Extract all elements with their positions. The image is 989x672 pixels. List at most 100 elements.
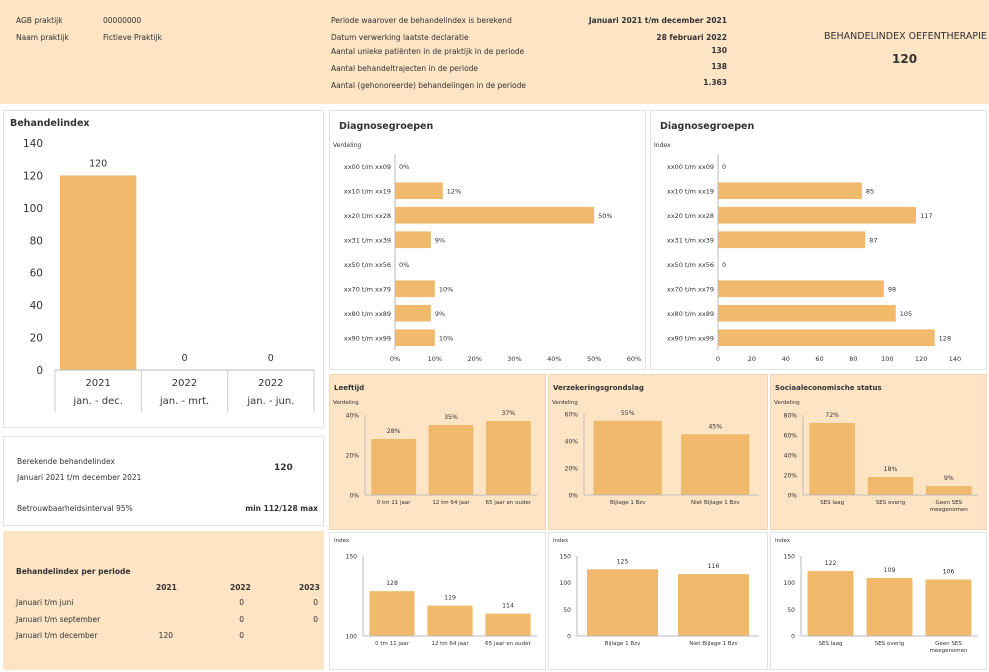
y-tick-label: xx10 t/m xx19 xyxy=(667,187,714,195)
bar xyxy=(395,304,431,322)
data-label: 106 xyxy=(943,568,955,575)
x-tick-label: meegenomen xyxy=(930,507,969,513)
y-tick-label: 0 xyxy=(567,634,571,641)
y-tick-label: xx90 t/m xx99 xyxy=(344,334,391,342)
diag-verdeling-title: Diagnosegroepen xyxy=(339,121,434,132)
y-tick-label: 140 xyxy=(23,138,43,150)
y-tick-label: xx50 t/m xx56 xyxy=(667,261,714,269)
year-2021: 2021 xyxy=(156,583,177,592)
y-tick-label: 50 xyxy=(787,607,795,614)
interval-value: min 112/128 max xyxy=(245,504,318,513)
y-tick-label: 0 xyxy=(36,365,43,377)
verzekering-title: Verzekeringsgrondslag xyxy=(553,384,644,392)
x-tick-label: Bijlage 1 Bzv xyxy=(610,500,646,506)
info-label-trajecten: Aantal behandeltrajecten in de periode xyxy=(331,64,479,73)
data-label: 117 xyxy=(920,212,932,220)
x-tick-label: 0% xyxy=(390,355,400,363)
data-label: 10% xyxy=(439,285,453,293)
leeftijd-subtitle: Verdeling xyxy=(333,400,359,406)
info-label-periode: Periode waarover de behandelindex is ber… xyxy=(331,16,512,25)
x-tick-label: Geen SES xyxy=(935,641,962,647)
y-tick-label: 100 xyxy=(23,203,43,215)
row-value-2022: 0 xyxy=(239,631,244,640)
row-label: Januari t/m september xyxy=(16,615,101,624)
x-tick-label: SES overig xyxy=(876,500,906,506)
y-tick-label: xx90 t/m xx99 xyxy=(667,334,714,342)
berekende-label: Berekende behandelindex xyxy=(17,457,115,466)
index-value: 120 xyxy=(892,52,918,66)
diag-verdeling-panel: Diagnosegroepen Verdeling xyxy=(329,110,646,370)
data-label: 120 xyxy=(89,158,107,169)
diag-index-title: Diagnosegroepen xyxy=(660,121,755,132)
y-tick-label: 60% xyxy=(565,412,579,419)
year-2023: 2023 xyxy=(299,583,320,592)
behandelindex-title: Behandelindex xyxy=(10,118,90,129)
x-tick-label: 20 xyxy=(748,355,756,363)
data-label: 116 xyxy=(708,563,720,570)
row-value-2023: 0 xyxy=(313,615,318,624)
bar xyxy=(593,420,662,495)
leeftijd-index-subtitle: Index xyxy=(334,538,350,544)
data-label: 119 xyxy=(444,595,456,602)
x-tick-label: 120 xyxy=(915,355,927,363)
ses-panel: Sociaaleconomische status Verdeling xyxy=(770,374,987,530)
y-tick-label: 20% xyxy=(784,473,798,480)
y-tick-label: 60 xyxy=(30,268,43,280)
bar xyxy=(809,423,855,495)
y-tick-label: xx00 t/m xx09 xyxy=(667,163,714,171)
x-tick-label: 40% xyxy=(547,355,561,363)
info-label-patienten: Aantal unieke patiënten in de praktijk i… xyxy=(331,47,525,56)
agb-label: AGB praktijk xyxy=(16,16,63,25)
x-tick-label: 50% xyxy=(587,355,601,363)
data-label: 98 xyxy=(888,285,896,293)
y-tick-label: xx80 t/m xx89 xyxy=(667,310,714,318)
bar xyxy=(371,439,417,495)
berekende-periode: Januari 2021 t/m december 2021 xyxy=(17,473,142,482)
berekende-value: 120 xyxy=(274,463,293,473)
per-periode-title: Behandelindex per periode xyxy=(16,567,131,576)
ses-subtitle: Verdeling xyxy=(774,400,800,406)
y-tick-label: xx10 t/m xx19 xyxy=(344,187,391,195)
x-tick-label: Niet Bijlage 1 Bzv xyxy=(691,500,740,506)
y-tick-label: xx31 t/m xx39 xyxy=(667,236,714,244)
behandelindex-panel: Behandelindex xyxy=(3,110,324,428)
y-tick-label: 20% xyxy=(565,466,579,473)
y-tick-label: 20% xyxy=(346,453,360,460)
data-label: 0 xyxy=(722,261,726,269)
x-tick-sublabel: jan. - jun. xyxy=(246,396,294,407)
ses-verdeling-chart: 0% 20% 40% 60% 80% 72% SES laag 18% SES overig 9%… xyxy=(784,412,978,513)
verzekering-verdeling-chart: 0% 20% 40% 60% 55% Bijlage 1 Bzv 45% Niet Bijla… xyxy=(565,410,759,506)
ses-index-subtitle: Index xyxy=(775,538,791,544)
bar xyxy=(427,605,473,636)
data-label: 0 xyxy=(268,353,274,364)
bar xyxy=(866,577,913,636)
x-tick-label: Bijlage 1 Bzv xyxy=(605,641,641,647)
bar xyxy=(681,434,750,495)
y-tick-label: 40 xyxy=(30,300,43,312)
per-periode-panel: Behandelindex per periode 2021 2022 2023… xyxy=(3,531,324,670)
ses-index-chart: 0 50 100 150 122 SES laag 109 SES overig 106 Geen… xyxy=(784,554,978,654)
diag-index-panel: Diagnosegroepen Index xyxy=(650,110,987,370)
data-label: 10% xyxy=(439,334,453,342)
bar xyxy=(718,206,917,224)
info-value-patienten: 130 xyxy=(711,46,727,55)
naam-value: Fictieve Praktijk xyxy=(103,33,162,42)
data-label: 9% xyxy=(435,310,445,318)
x-tick-label: 0 tm 11 jaar xyxy=(377,500,412,506)
y-tick-label: 80 xyxy=(30,235,43,247)
data-label: 105 xyxy=(900,310,912,318)
y-tick-label: xx70 t/m xx79 xyxy=(344,285,391,293)
x-tick-label: 0 tm 11 jaar xyxy=(375,641,410,647)
row-label: Januari t/m december xyxy=(16,631,98,640)
x-tick-label: 80 xyxy=(849,355,857,363)
info-value-behandelingen: 1.363 xyxy=(703,78,727,87)
y-tick-label: xx50 t/m xx56 xyxy=(344,261,391,269)
x-tick-label: 140 xyxy=(949,355,961,363)
data-label: 128 xyxy=(386,580,398,587)
y-tick-label: 150 xyxy=(560,554,572,561)
data-label: 125 xyxy=(617,558,629,565)
year-2022: 2022 xyxy=(230,583,251,592)
data-label: 122 xyxy=(825,560,837,567)
y-tick-label: 20 xyxy=(30,333,43,345)
bar xyxy=(60,175,137,370)
